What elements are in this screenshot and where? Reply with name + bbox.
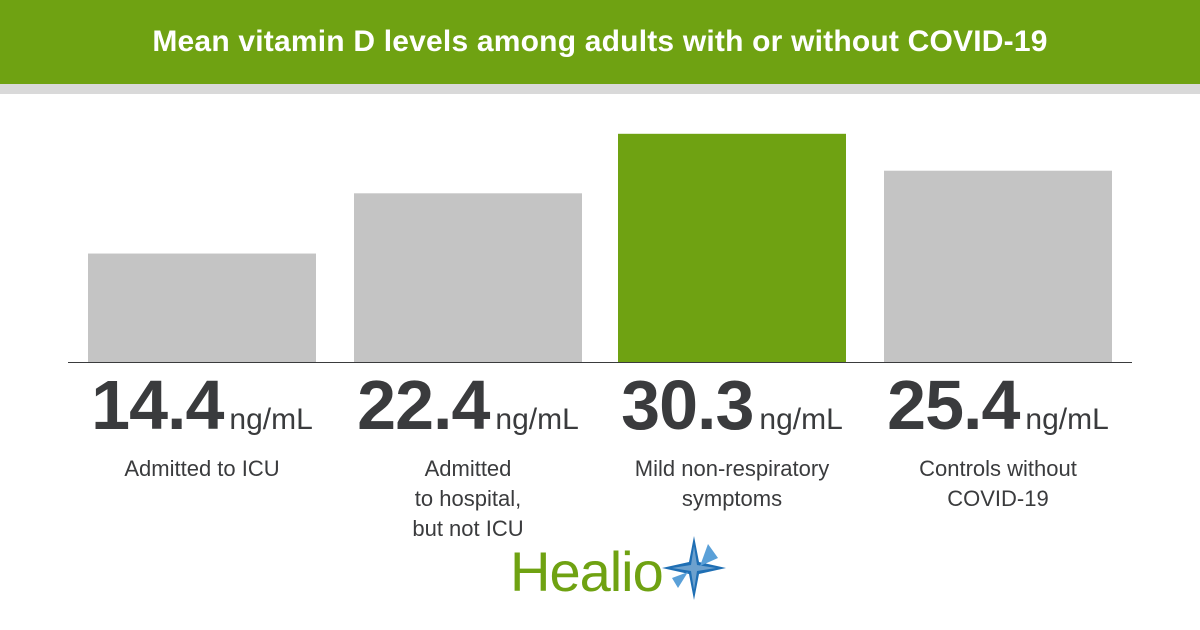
star-icon xyxy=(662,536,726,600)
value-unit: ng/mL xyxy=(495,403,579,436)
value-number: 22.4 xyxy=(357,366,490,444)
bar-1 xyxy=(88,253,316,362)
label-column-mild: 30.3 ng/mL Mild non-respiratory symptoms xyxy=(597,370,867,514)
value-number: 30.3 xyxy=(621,366,754,444)
value-unit: ng/mL xyxy=(229,403,313,436)
title-banner: Mean vitamin D levels among adults with … xyxy=(0,0,1200,84)
value-unit: ng/mL xyxy=(759,403,843,436)
label-column-icu: 14.4 ng/mL Admitted to ICU xyxy=(67,370,337,484)
value-unit: ng/mL xyxy=(1025,403,1109,436)
chart-title: Mean vitamin D levels among adults with … xyxy=(152,25,1048,58)
label-column-controls: 25.4 ng/mL Controls without COVID-19 xyxy=(863,370,1133,514)
category-label: Controls without COVID-19 xyxy=(863,454,1133,514)
category-label: Admitted to ICU xyxy=(67,454,337,484)
title-divider xyxy=(0,84,1200,94)
category-label-line: COVID-19 xyxy=(947,486,1049,511)
value-number: 25.4 xyxy=(887,366,1020,444)
value-number: 14.4 xyxy=(91,366,224,444)
category-label-line: but not ICU xyxy=(412,516,524,541)
bar-3 xyxy=(618,133,846,362)
category-label-line: symptoms xyxy=(681,486,783,511)
category-label-line: Controls without xyxy=(919,456,1077,481)
category-label: Admitted to hospital, but not ICU xyxy=(333,454,603,544)
bar-2 xyxy=(354,193,582,362)
value-labels: 14.4 ng/mL Admitted to ICU 22.4 ng/mL Ad… xyxy=(0,370,1200,550)
label-column-hospital: 22.4 ng/mL Admitted to hospital, but not… xyxy=(333,370,603,544)
healio-logo: Healio xyxy=(510,536,730,606)
category-label-line: Admitted xyxy=(424,456,512,481)
logo-wordmark: Healio xyxy=(510,540,664,603)
bar-4 xyxy=(884,170,1112,362)
category-label-line: to hospital, xyxy=(414,486,522,511)
bar-chart xyxy=(68,133,1132,363)
category-label: Mild non-respiratory symptoms xyxy=(597,454,867,514)
category-label-line: Mild non-respiratory xyxy=(634,456,830,481)
category-label-line: Admitted to ICU xyxy=(124,456,280,481)
